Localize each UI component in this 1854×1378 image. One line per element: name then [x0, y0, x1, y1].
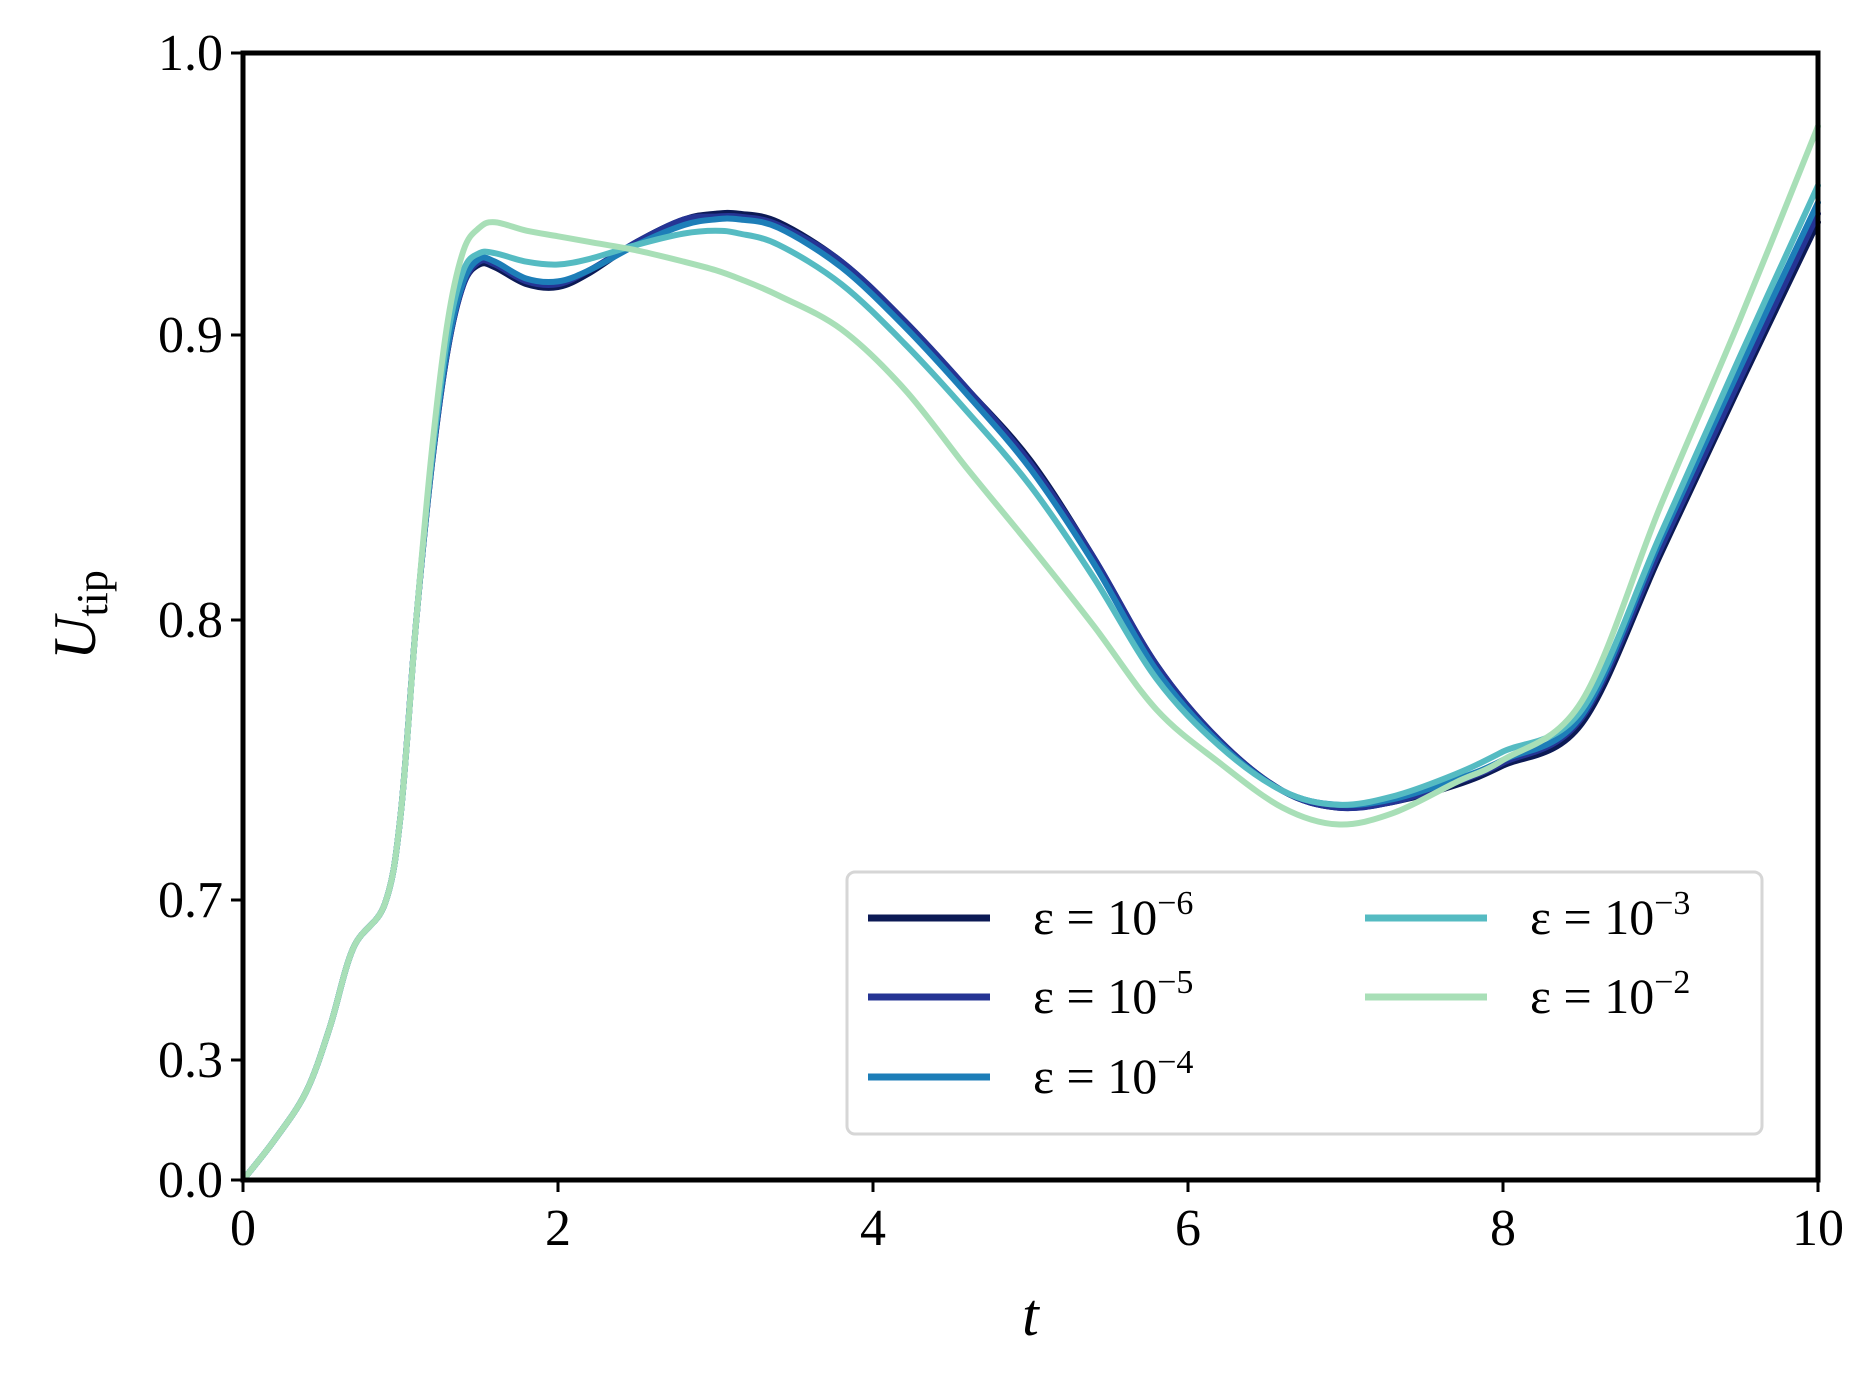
y-axis: 0.0 0.3 0.7 0.8 0.9 1.0: [158, 25, 243, 1209]
legend-entry: ε = 10−4: [868, 1044, 1193, 1104]
x-tick-label: 0: [230, 1200, 256, 1257]
series-layer: [240, 123, 1821, 1183]
legend: ε = 10−6 ε = 10−5 ε = 10−4 ε = 10−3 ε = 10−2: [845, 870, 1764, 1136]
series-line-4: [240, 123, 1821, 1183]
plot-frame: [240, 50, 1821, 1183]
legend-entry: ε = 10−3: [1365, 885, 1690, 945]
x-tick-label: 4: [860, 1200, 886, 1257]
legend-label: ε = 10−5: [1033, 964, 1193, 1024]
x-axis: 0 2 4 6 8 10: [230, 1180, 1844, 1257]
x-tick-label: 2: [545, 1200, 571, 1257]
legend-label: ε = 10−6: [1033, 885, 1193, 945]
x-tick-label: 6: [1175, 1200, 1201, 1257]
x-tick-label: 10: [1792, 1200, 1844, 1257]
y-tick-label: 1.0: [158, 25, 223, 82]
y-tick-label: 0.3: [158, 1032, 223, 1089]
x-tick-label: 8: [1490, 1200, 1516, 1257]
legend-entry: ε = 10−5: [868, 964, 1193, 1024]
legend-label: ε = 10−4: [1033, 1044, 1193, 1104]
y-axis-title-subscript: tip: [68, 570, 117, 616]
y-axis-title-main: U: [42, 613, 108, 660]
y-tick-label: 0.8: [158, 592, 223, 649]
y-axis-title: Utip: [42, 570, 117, 660]
x-axis-title: t: [1022, 1282, 1040, 1348]
legend-entry: ε = 10−2: [1365, 964, 1690, 1024]
y-tick-label: 0.7: [158, 872, 223, 929]
y-tick-label: 0.0: [158, 1152, 223, 1209]
legend-label: ε = 10−3: [1530, 885, 1690, 945]
legend-label: ε = 10−2: [1530, 964, 1690, 1024]
legend-entry: ε = 10−6: [868, 885, 1193, 945]
y-tick-label: 0.9: [158, 307, 223, 364]
legend-box: [845, 870, 1764, 1136]
legend-items: ε = 10−6 ε = 10−5 ε = 10−4 ε = 10−3 ε = 10−2: [868, 885, 1690, 1104]
